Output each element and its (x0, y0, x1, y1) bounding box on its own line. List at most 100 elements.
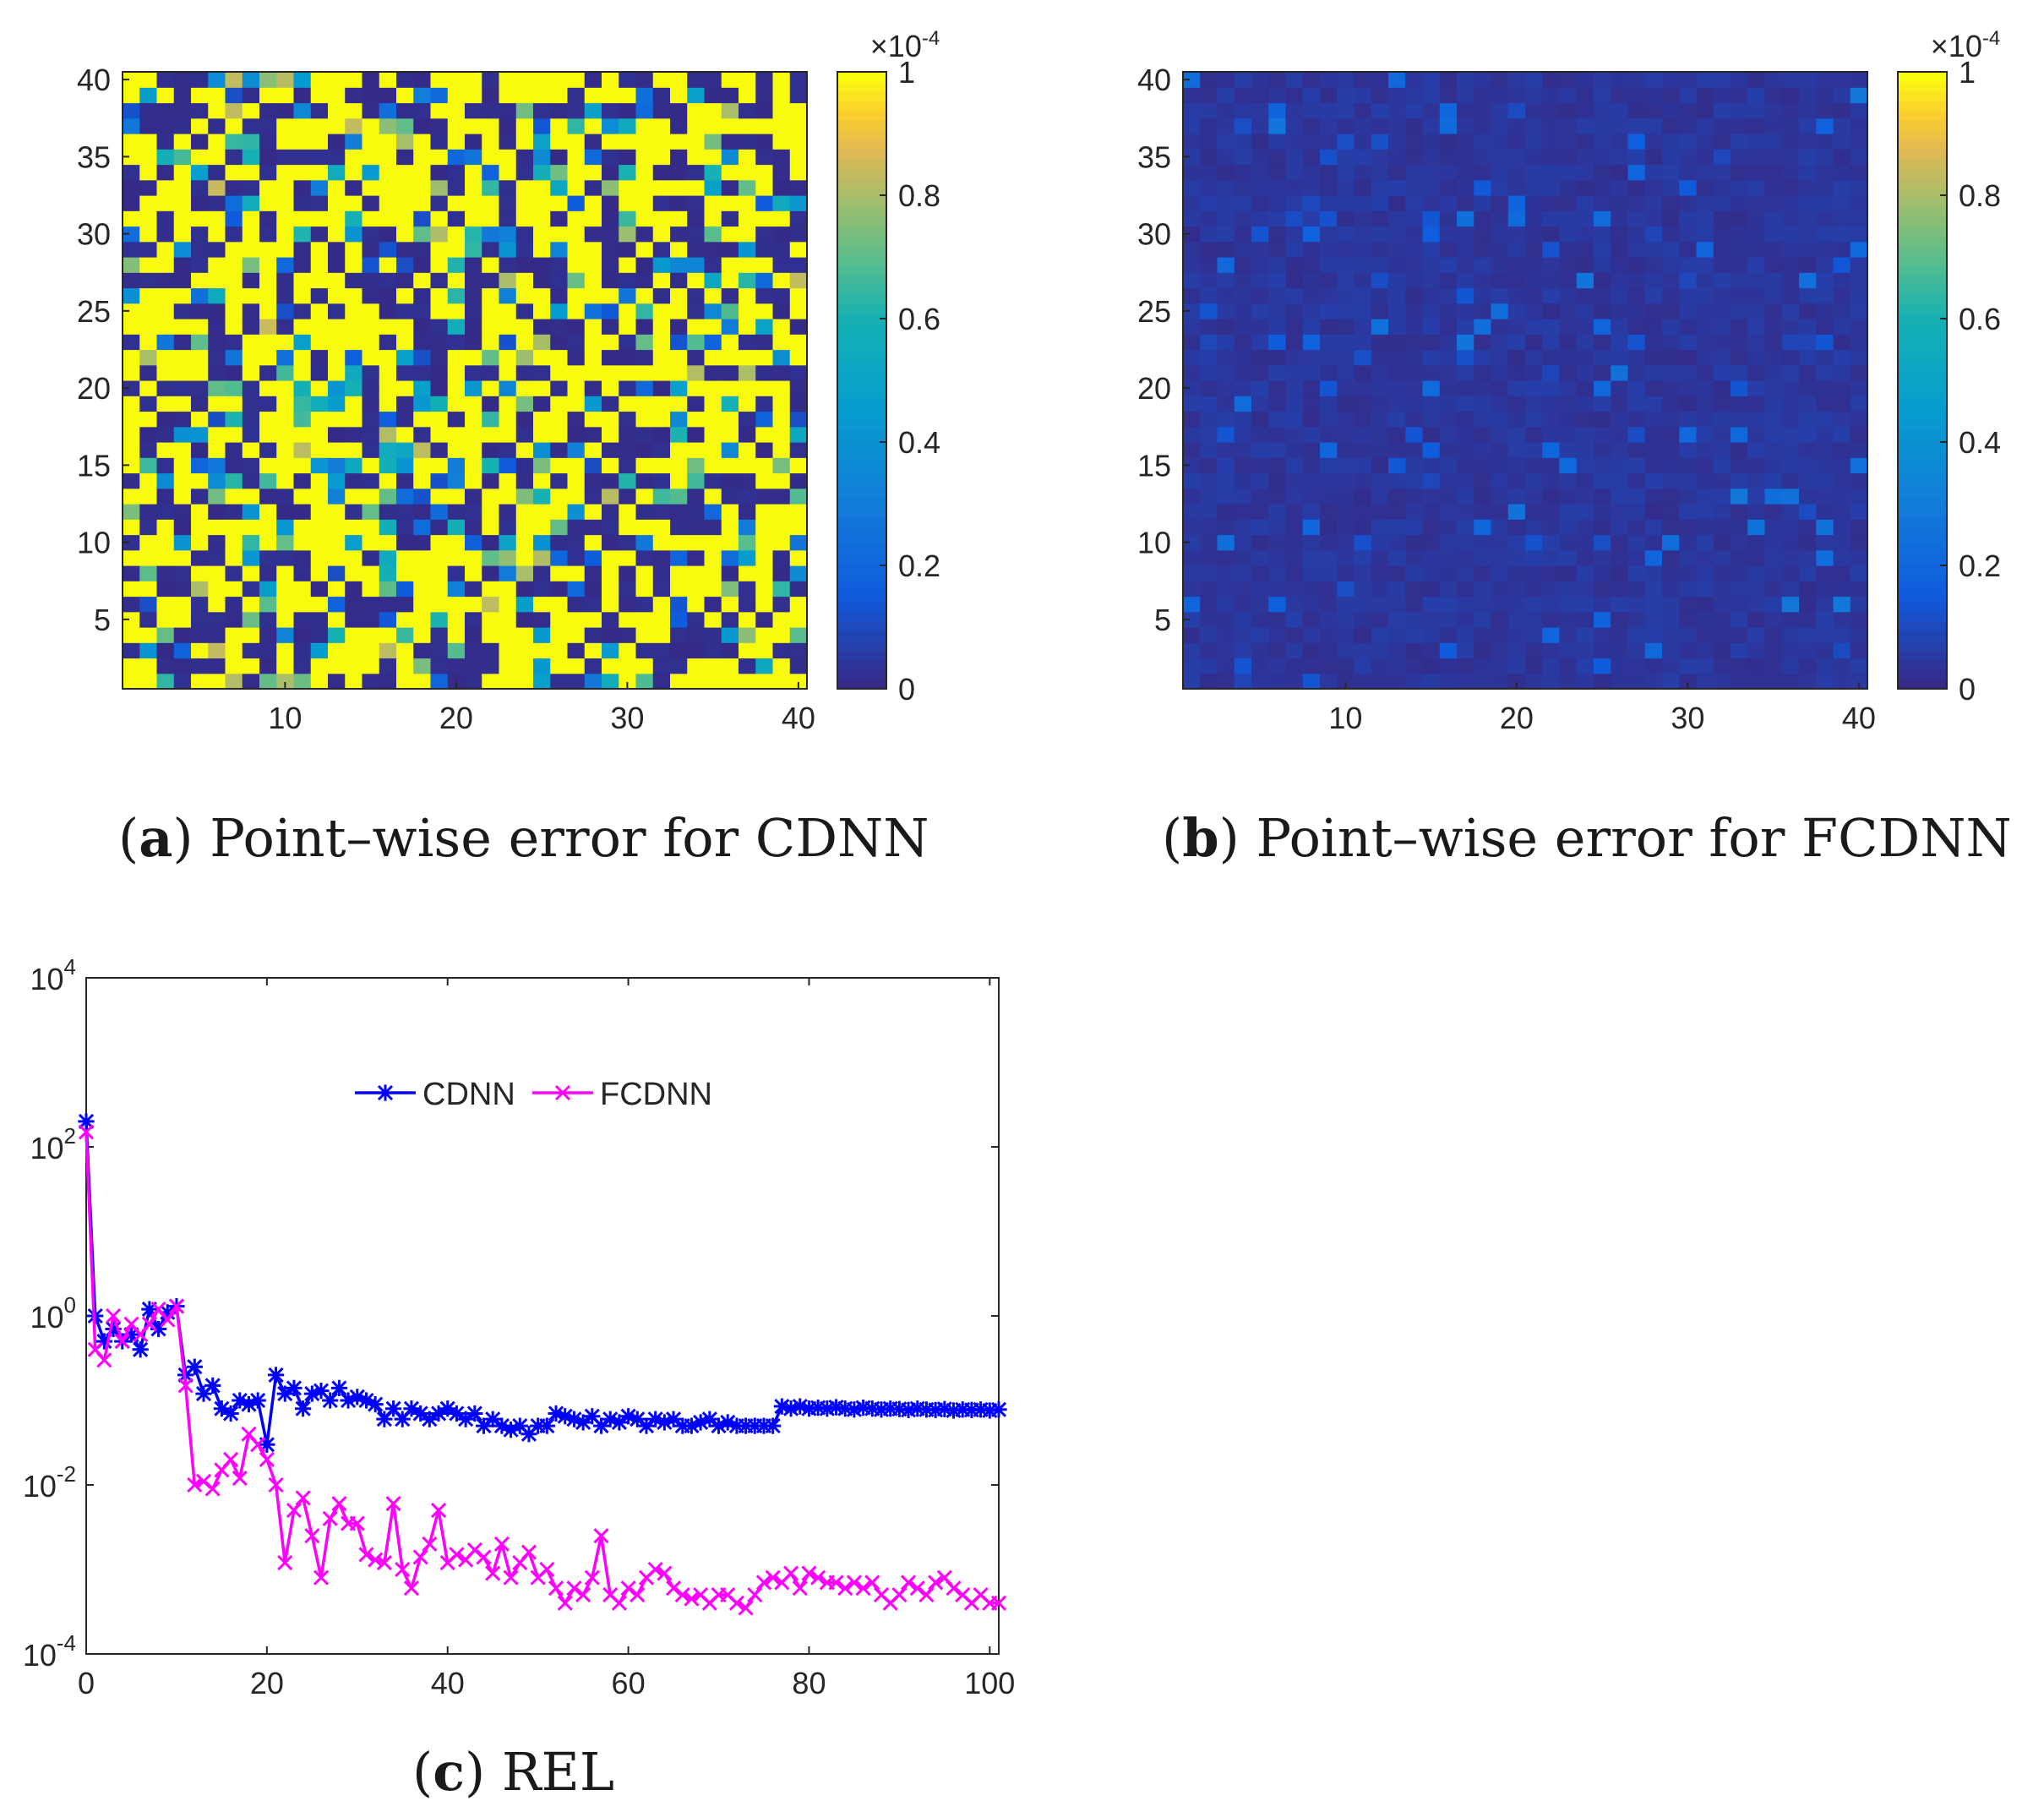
heatmap-cell (1525, 658, 1543, 674)
heatmap-cell (225, 241, 243, 258)
heatmap-cell (345, 164, 363, 181)
heatmap-cell (396, 658, 414, 674)
heatmap-cell (1320, 581, 1338, 598)
heatmap-cell (1611, 287, 1629, 304)
heatmap-cell (704, 102, 722, 119)
colorbar-segment (837, 592, 886, 603)
heatmap-cell (1679, 272, 1698, 289)
heatmap-cell (1405, 426, 1424, 443)
heatmap-cell (362, 611, 380, 628)
heatmap-cell (173, 319, 192, 335)
heatmap-cell (1781, 87, 1800, 104)
legend: CDNN FCDNN (355, 1077, 712, 1112)
heatmap-cell (499, 396, 517, 412)
heatmap-cell (1833, 87, 1851, 104)
heatmap-cell (550, 241, 569, 258)
heatmap-cell (362, 519, 380, 536)
heatmap-cell (567, 257, 586, 273)
heatmap-cell (1799, 396, 1817, 412)
heatmap-cell (1764, 581, 1783, 598)
heatmap-cell (465, 349, 482, 366)
heatmap-cell (328, 504, 346, 520)
heatmap-cell (755, 241, 774, 258)
heatmap-cell (139, 319, 158, 335)
heatmap-cell (1611, 627, 1629, 643)
heatmap-cell (1799, 488, 1817, 505)
heatmap-cell (1268, 349, 1287, 366)
colorbar-segment (837, 486, 886, 497)
heatmap-cell (704, 534, 722, 551)
heatmap-cell (1200, 549, 1218, 566)
heatmap-cell (619, 396, 637, 412)
heatmap-cell (755, 257, 774, 273)
x-tick-label: 20 (250, 1666, 284, 1700)
heatmap-cell (156, 611, 175, 628)
heatmap-cell (1371, 565, 1389, 581)
heatmap-cell (310, 472, 329, 489)
heatmap-cell (499, 581, 517, 598)
heatmap-cell (1696, 87, 1714, 104)
heatmap-cell (1679, 426, 1698, 443)
marker-stroke (693, 1587, 709, 1603)
heatmap-cell (379, 396, 397, 412)
heatmap-cell (1747, 164, 1766, 181)
heatmap-cell (687, 673, 706, 690)
heatmap-cell (328, 319, 346, 335)
heatmap-cell (156, 87, 175, 104)
data-point (557, 1595, 573, 1611)
heatmap-cell (208, 349, 226, 366)
heatmap-cell (225, 627, 243, 643)
heatmap-cell (447, 303, 466, 319)
heatmap-cell (396, 164, 414, 181)
heatmap-cell (652, 488, 671, 505)
heatmap-cell (1217, 87, 1235, 104)
heatmap-cell (1764, 257, 1783, 273)
heatmap-cell (242, 673, 260, 690)
heatmap-cell (276, 519, 295, 536)
heatmap-cell (259, 364, 277, 381)
heatmap-cell (499, 117, 517, 134)
heatmap-cell (602, 488, 619, 505)
heatmap-cell (789, 364, 808, 381)
heatmap-cell (1816, 87, 1834, 104)
heatmap-cell (652, 534, 671, 551)
heatmap-cell (310, 272, 329, 289)
heatmap-cell (1816, 534, 1834, 551)
heatmap-cell (123, 565, 140, 581)
heatmap-cell (1781, 117, 1800, 134)
heatmap-cell (259, 457, 277, 474)
heatmap-cell (1439, 164, 1458, 181)
heatmap-cell (772, 534, 791, 551)
heatmap-cell (1302, 488, 1321, 505)
heatmap-cell (1747, 673, 1766, 690)
heatmap-cell (276, 272, 295, 289)
heatmap-cell (345, 319, 363, 335)
heatmap-cell (533, 519, 551, 536)
colorbar-segment (837, 554, 886, 565)
heatmap-cell (1285, 642, 1304, 659)
heatmap-cell (156, 549, 175, 566)
marker-stroke (901, 1575, 917, 1591)
heatmap-cell (379, 117, 397, 134)
heatmap-cell (1731, 642, 1748, 659)
heatmap-cell (635, 673, 654, 690)
heatmap-cell (1285, 272, 1304, 289)
heatmap-cell (156, 426, 175, 443)
heatmap-cell (1833, 226, 1851, 243)
heatmap-cell (1491, 472, 1509, 489)
heatmap-cell (619, 596, 637, 613)
heatmap-cell (430, 334, 449, 351)
caption-c: (c) REL (412, 1741, 614, 1803)
heatmap-cell (1302, 549, 1321, 566)
heatmap-cell (173, 241, 192, 258)
heatmap-cell (1388, 287, 1406, 304)
heatmap-cell (1764, 334, 1783, 351)
heatmap-cell (1696, 319, 1714, 335)
heatmap-cell (123, 457, 140, 474)
heatmap-cell (242, 411, 260, 428)
heatmap-cell (1747, 581, 1766, 598)
heatmap-cell (687, 472, 706, 489)
heatmap-cell (1747, 472, 1766, 489)
heatmap-cell (259, 549, 277, 566)
heatmap-cell (123, 504, 140, 520)
